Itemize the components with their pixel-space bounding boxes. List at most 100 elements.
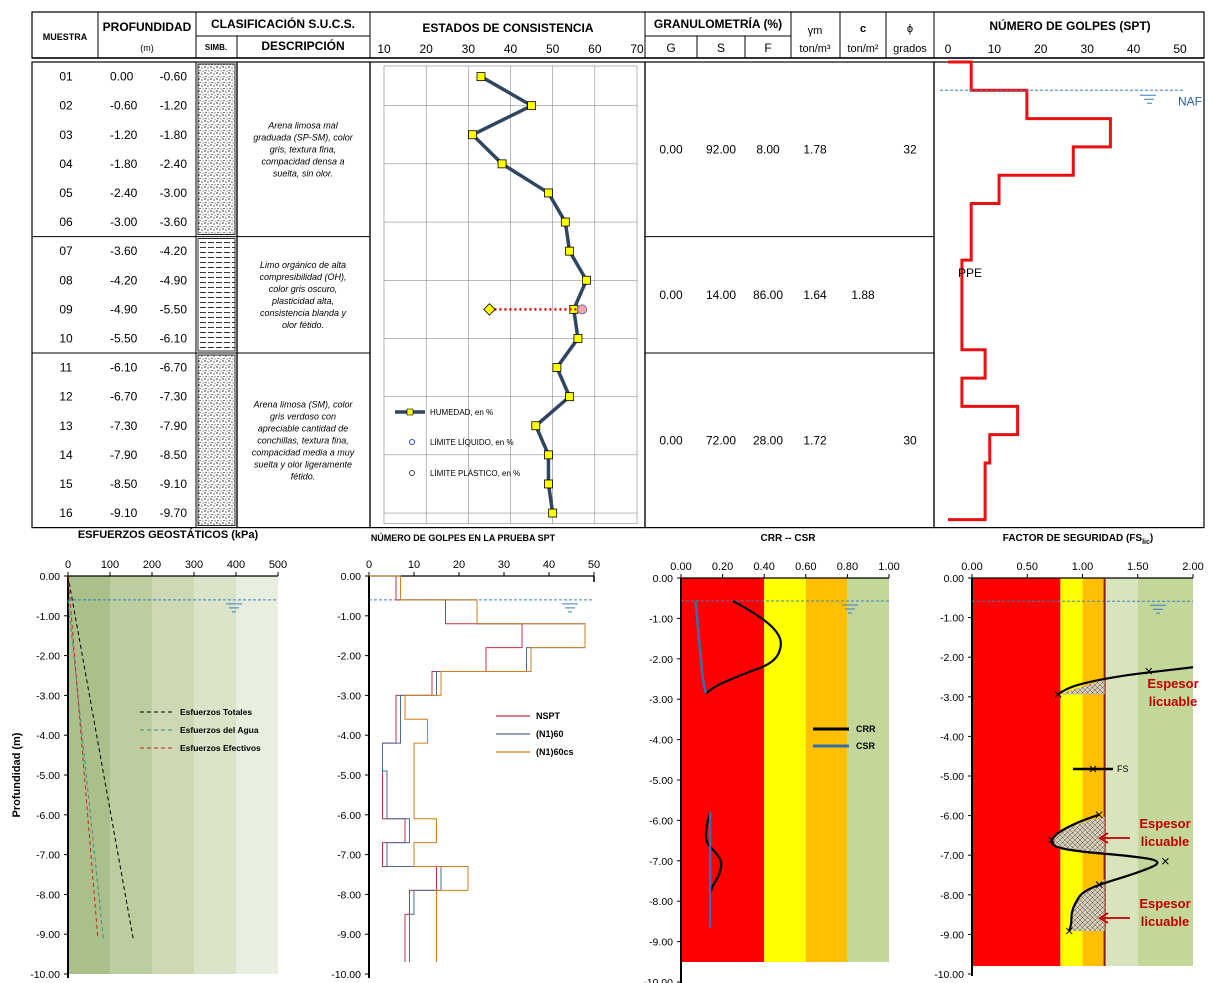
- stratum-gamma-value: 1.72: [803, 433, 827, 447]
- stratum-description-line: plasticidad alta,: [271, 296, 334, 306]
- depth-to: -7.30: [160, 390, 188, 404]
- chart4-y-tick-label: -1.00: [940, 613, 964, 625]
- chart2-y-tick-label: -2.00: [337, 651, 361, 663]
- chart1-title: ESFUERZOS GEOSTÁTICOS (kPa): [78, 528, 259, 541]
- estados-header: ESTADOS DE CONSISTENCIA: [422, 21, 593, 35]
- legend-lp-label: LÍMITE PLÁSTICO, en %: [430, 469, 520, 478]
- simb-header: SIMB.: [205, 43, 227, 52]
- stress-band: [236, 576, 278, 974]
- muestra-header: MUESTRA: [43, 32, 88, 42]
- sample-id: 08: [59, 273, 73, 287]
- naf-label: NAF: [1178, 94, 1202, 108]
- stratum-description-line: apreciable cantidad de: [258, 423, 349, 433]
- chart2-y-tick-label: -4.00: [337, 730, 361, 742]
- geostatic-stress-chart: ESFUERZOS GEOSTÁTICOS (kPa) Profundidad (…: [11, 528, 287, 981]
- chart2-y-tick-label: -9.00: [337, 929, 361, 941]
- chart1-y-tick-label: -7.00: [36, 850, 60, 862]
- crr-zone: [847, 578, 889, 962]
- humedad-point: [468, 130, 477, 140]
- humedad-point: [497, 159, 507, 169]
- stratum-S-value: 92.00: [706, 142, 736, 156]
- fs-marker: [1095, 811, 1103, 819]
- phi-header: ϕ: [907, 23, 913, 35]
- depth-from: -8.50: [110, 477, 138, 491]
- liquid-limit-point: [577, 304, 588, 315]
- legend-humedad-marker: [406, 408, 414, 416]
- chart1-y-tick-label: -10.00: [30, 969, 60, 981]
- chart4-y-tick-label: -8.00: [940, 890, 964, 902]
- fs-marker: [1054, 691, 1062, 698]
- stratum-description-line: olor fétido.: [282, 320, 324, 330]
- chart3-y-tick-label: -9.00: [649, 937, 673, 949]
- arrow-3: [1098, 912, 1130, 924]
- stratum-F-value: 86.00: [753, 288, 783, 302]
- chart4-y-tick-label: -7.00: [940, 850, 964, 862]
- chart3-x-tick-label: 0.60: [795, 561, 816, 573]
- spt-tick-labels: 0 10 20 30 40 50: [945, 42, 1187, 56]
- stress-band: [152, 576, 194, 974]
- stratum-gamma-value: 1.78: [803, 142, 827, 156]
- depth-from: -1.20: [110, 128, 138, 142]
- chart3-y-tick-label: -3.00: [649, 694, 673, 706]
- chart2-y-tick-label: -3.00: [337, 690, 361, 702]
- sample-id: 13: [59, 419, 73, 433]
- spt-log-line: [948, 60, 1112, 522]
- humedad-point: [552, 363, 562, 372]
- chart2-x-tick-label: 30: [498, 559, 510, 571]
- stress-band: [110, 576, 152, 974]
- chart2-legend-label: NSPT: [536, 711, 561, 721]
- chart3-y-tick-label: 0.00: [653, 573, 674, 585]
- estados-tick: 10: [377, 42, 391, 56]
- humedad-point: [573, 334, 583, 343]
- sample-id: 04: [59, 157, 73, 171]
- estados-tick: 70: [630, 42, 644, 56]
- estados-tick: 60: [588, 42, 602, 56]
- chart3-y-tick-label: -8.00: [649, 896, 673, 908]
- profundidad-unit: (m): [140, 43, 154, 53]
- sample-id: 10: [59, 331, 73, 345]
- stratum-G-value: 0.00: [659, 142, 683, 156]
- chart1-x-tick-label: 0: [65, 559, 71, 571]
- stratum-symbol: [197, 238, 236, 352]
- sample-id: 06: [59, 215, 73, 229]
- chart4-legend-label: FS: [1117, 764, 1129, 774]
- chart1-legend-label: Esfuerzos del Agua: [180, 725, 259, 735]
- fs-marker: [1065, 927, 1073, 935]
- chart2-y-tick-label: -5.00: [337, 770, 361, 782]
- stress-band: [194, 576, 236, 974]
- humedad-point: [565, 246, 574, 256]
- liquefiable-label-line1: Espesor: [1139, 896, 1190, 911]
- chart4-water-table-icon: [1150, 604, 1166, 614]
- chart4-y-tick-label: -10.00: [934, 969, 964, 981]
- depth-from: -4.20: [110, 273, 138, 287]
- chart2-legend-label: (N1)60: [536, 729, 564, 739]
- estados-tick: 50: [546, 42, 560, 56]
- stratum-description-line: suelta, sin olor.: [273, 168, 333, 178]
- consistency-plot: HUMEDAD, en % LÍMITE LÍQUIDO, en % LÍMITE …: [383, 65, 638, 524]
- depth-from: 0.00: [110, 70, 134, 84]
- depth-to: -4.90: [160, 273, 188, 287]
- estados-tick: 40: [504, 42, 518, 56]
- chart3-title: CRR -- CSR: [761, 533, 817, 544]
- chart2-x-tick-label: 0: [366, 559, 372, 571]
- ppe-label: PPE: [958, 266, 982, 280]
- water-table-icon: [1140, 94, 1156, 104]
- depth-to: -4.20: [160, 244, 188, 258]
- chart2-y-tick-label: -8.00: [337, 889, 361, 901]
- strata-cells: Arena limosa mal graduada (SP-SM), color g…: [197, 63, 917, 527]
- spt-tick: 20: [1034, 42, 1048, 56]
- chart3-y-tick-label: -5.00: [649, 775, 673, 787]
- chart2-water-table-icon: [562, 603, 578, 613]
- depth-from: -9.10: [110, 506, 138, 520]
- spt-log-plot: NAF PPE: [940, 60, 1202, 522]
- depth-to: -1.20: [160, 99, 188, 113]
- stratum-description-line: Limo orgánico de alta: [260, 260, 346, 270]
- chart3-y-tick-label: -10.00: [643, 977, 673, 983]
- chart3-x-tick-label: 1.00: [878, 561, 899, 573]
- chart1-y-tick-label: -5.00: [36, 770, 60, 782]
- chart1-y-tick-label: -2.00: [36, 651, 60, 663]
- depth-from: -4.90: [110, 302, 138, 316]
- stratum-symbol: [197, 63, 236, 236]
- fs-curve: [1050, 813, 1159, 932]
